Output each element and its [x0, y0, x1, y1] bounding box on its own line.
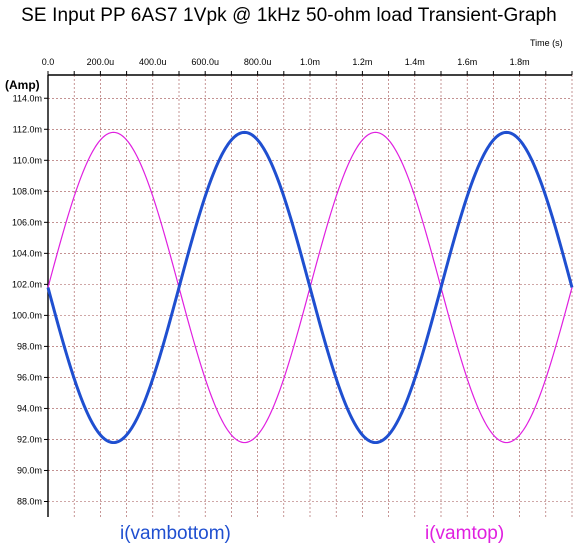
y-tick-label: 96.0m — [17, 372, 42, 382]
y-tick-label: 94.0m — [17, 403, 42, 413]
x-axis-label: Time (s) — [530, 38, 563, 48]
x-tick-label: 800.0u — [244, 57, 272, 67]
y-tick-label: 114.0m — [13, 93, 42, 103]
y-tick-label: 106.0m — [12, 217, 42, 227]
x-tick-label: 600.0u — [191, 57, 219, 67]
x-tick-label: 1.0m — [300, 57, 320, 67]
plot-frame — [44, 71, 573, 517]
x-tick-label: 1.8m — [510, 57, 530, 67]
legend-label-vambottom: i(vambottom) — [120, 523, 231, 544]
x-tick-label: 200.0u — [87, 57, 115, 67]
x-tick-label: 400.0u — [139, 57, 167, 67]
y-axis-label: (Amp) — [5, 78, 40, 92]
x-tick-label: 1.2m — [352, 57, 372, 67]
y-tick-label: 88.0m — [17, 496, 42, 506]
y-tick-label: 98.0m — [17, 341, 42, 351]
series-lines — [46, 130, 574, 445]
y-tick-label: 108.0m — [12, 186, 42, 196]
y-tick-label: 90.0m — [17, 465, 42, 475]
x-tick-label: 0.0 — [42, 57, 55, 67]
y-tick-label: 110.0m — [13, 155, 42, 165]
grid-lines — [47, 75, 573, 517]
chart-title: SE Input PP 6AS7 1Vpk @ 1kHz 50-ohm load… — [21, 5, 557, 26]
tick-labels: 114.0m 112.0m 110.0m 108.0m 106.0m 104.0m 102.… — [12, 57, 530, 506]
legend-item-vambottom: i(vambottom) — [120, 523, 231, 545]
y-tick-label: 102.0m — [12, 279, 42, 289]
y-tick-label: 112.0m — [13, 124, 42, 134]
x-tick-label: 1.4m — [405, 57, 425, 67]
y-tick-label: 100.0m — [12, 310, 42, 320]
y-tick-label: 104.0m — [12, 248, 42, 258]
legend-label-vamtop: i(vamtop) — [425, 523, 505, 544]
legend-item-vamtop: i(vamtop) — [425, 523, 504, 545]
y-tick-label: 92.0m — [17, 434, 42, 444]
x-tick-label: 1.6m — [457, 57, 477, 67]
